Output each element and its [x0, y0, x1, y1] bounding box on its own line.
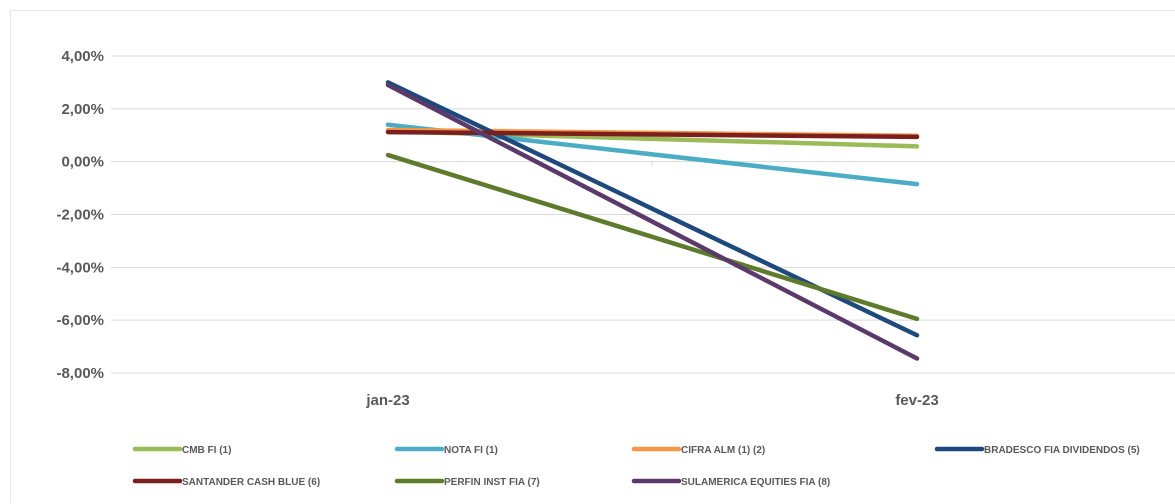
legend-label: CMB FI (1): [182, 445, 231, 456]
x-tick-label: fev-23: [895, 392, 938, 409]
series-line-7: [385, 82, 920, 361]
y-tick-label: -4,00%: [56, 259, 104, 276]
y-tick-label: -8,00%: [56, 365, 104, 382]
chart-container: 4,00% 2,00% 0,00% -2,00% -4,00% -6,00% -8,00% j…: [10, 10, 1175, 503]
legend-label: SULAMERICA EQUITIES FIA (8): [681, 477, 830, 488]
y-tick-label: -2,00%: [56, 207, 104, 224]
series-line-6: [385, 152, 920, 322]
legend-label: CIFRA ALM (1) (2): [681, 445, 765, 456]
series-line-4: [385, 80, 920, 338]
line-chart: 4,00% 2,00% 0,00% -2,00% -4,00% -6,00% -8,00% j…: [56, 48, 1175, 488]
legend-label: PERFIN INST FIA (7): [444, 477, 540, 488]
legend-label: NOTA FI (1): [444, 445, 498, 456]
y-tick-label: -6,00%: [56, 312, 104, 329]
y-tick-label: 4,00%: [61, 48, 104, 65]
legend-label: BRADESCO FIA DIVIDENDOS (5): [984, 445, 1140, 456]
y-tick-label: 2,00%: [61, 101, 104, 118]
x-tick-label: jan-23: [365, 392, 409, 409]
legend-label: SANTANDER CASH BLUE (6): [182, 477, 320, 488]
y-tick-label: 0,00%: [61, 154, 104, 171]
